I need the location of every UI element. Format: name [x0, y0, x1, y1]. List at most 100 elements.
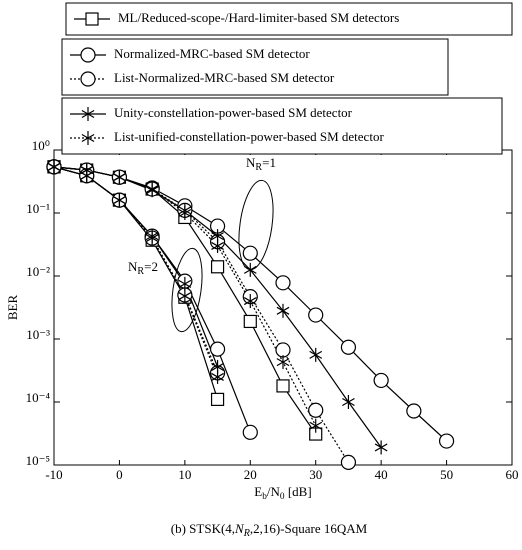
- marker-circle: [80, 47, 96, 63]
- text-part: R: [255, 162, 262, 173]
- asterisk-stroke: [309, 350, 323, 359]
- marker-circle: [340, 454, 357, 470]
- marker-asterisk: [178, 206, 192, 220]
- asterisk-stroke: [80, 171, 94, 180]
- asterisk-stroke: [81, 109, 95, 119]
- asterisk-stroke: [374, 443, 388, 452]
- series-line: [53, 166, 251, 433]
- text-part: /N: [267, 484, 281, 499]
- annotation: NR=2: [128, 259, 158, 277]
- text-part: =1: [262, 155, 276, 170]
- marker-asterisk: [374, 440, 388, 455]
- asterisk-stroke: [145, 185, 159, 194]
- x-tick-label: 10: [178, 467, 191, 482]
- annotation: NR=1: [246, 155, 276, 173]
- marker-asterisk: [309, 418, 323, 433]
- marker-circle: [406, 403, 422, 419]
- marker-circle: [373, 372, 389, 389]
- marker-circle: [242, 245, 258, 261]
- x-tick-label: 0: [116, 467, 123, 482]
- marker-asterisk: [145, 231, 159, 246]
- asterisk-stroke: [309, 421, 323, 430]
- marker-asterisk: [178, 276, 192, 291]
- asterisk-stroke: [276, 306, 290, 315]
- x-tick-label: 20: [244, 467, 257, 482]
- marker-circle: [308, 402, 324, 418]
- marker-asterisk: [342, 395, 355, 409]
- x-tick-label: 30: [309, 467, 322, 482]
- text-part: N: [246, 155, 256, 170]
- asterisk-stroke: [178, 292, 192, 301]
- y-tick-label: 10⁻²: [26, 264, 50, 279]
- marker-asterisk: [81, 107, 95, 121]
- legend-label: Unity-constellation-power-based SM detec…: [114, 105, 353, 120]
- text-part: (b) STSK(4,: [171, 521, 235, 536]
- marker-asterisk: [113, 193, 126, 208]
- marker-circle: [308, 307, 324, 323]
- marker-circle: [340, 339, 357, 355]
- legend-label: Normalized-MRC-based SM detector: [114, 46, 310, 61]
- x-tick-label: 60: [506, 467, 519, 482]
- x-axis-label: Eb/N0 [dB]: [254, 484, 311, 502]
- marker-asterisk: [47, 159, 61, 174]
- asterisk-stroke: [145, 234, 159, 243]
- marker-circle: [80, 71, 96, 87]
- marker-square: [210, 392, 225, 406]
- y-tick-label: 10⁻¹: [26, 201, 50, 216]
- asterisk-stroke: [113, 196, 126, 205]
- text-part: [dB]: [285, 484, 312, 499]
- marker-asterisk: [276, 355, 290, 370]
- marker-square: [85, 12, 99, 26]
- marker-asterisk: [81, 131, 95, 145]
- text-part: ,2,16)-Square 16QAM: [250, 521, 368, 536]
- legend-label: List-Normalized-MRC-based SM detector: [114, 70, 335, 85]
- asterisk-stroke: [81, 133, 95, 143]
- asterisk-stroke: [178, 208, 192, 218]
- text-part: N: [234, 521, 245, 536]
- marker-circle: [438, 433, 455, 449]
- annotation-ellipse: [171, 247, 203, 333]
- marker-asterisk: [145, 182, 159, 197]
- legend-box: [61, 38, 449, 96]
- marker-square: [243, 314, 257, 329]
- asterisk-stroke: [211, 372, 224, 381]
- asterisk-stroke: [211, 232, 224, 241]
- asterisk-stroke: [178, 279, 192, 288]
- marker-asterisk: [178, 289, 192, 304]
- marker-square: [210, 260, 225, 274]
- asterisk-stroke: [342, 397, 355, 407]
- marker-asterisk: [211, 369, 224, 384]
- y-tick-label: 10⁻⁵: [26, 453, 50, 468]
- annotation-ellipse: [238, 179, 274, 271]
- text-part: E: [254, 484, 262, 499]
- legend-label: ML/Reduced-scope-/Hard-limiter-based SM …: [118, 10, 399, 25]
- y-tick-label: 10⁰: [32, 138, 50, 153]
- marker-asterisk: [276, 303, 290, 318]
- marker-circle: [242, 424, 258, 440]
- marker-square: [276, 379, 290, 393]
- asterisk-stroke: [243, 297, 257, 306]
- marker-circle: [275, 342, 291, 358]
- text-part: 0: [280, 492, 285, 502]
- text-part: =2: [144, 259, 158, 274]
- marker-asterisk: [80, 168, 94, 183]
- marker-circle: [275, 275, 291, 291]
- marker-circle: [209, 341, 226, 357]
- text-part: R: [137, 266, 144, 277]
- marker-asterisk: [243, 294, 257, 309]
- asterisk-stroke: [47, 162, 61, 171]
- text-part: b: [262, 492, 267, 502]
- x-tick-label: -10: [45, 467, 62, 482]
- asterisk-stroke: [211, 241, 224, 250]
- x-tick-label: 40: [375, 467, 388, 482]
- caption: (b) STSK(4,NR,2,16)-Square 16QAM: [171, 521, 368, 539]
- legend-box: [61, 97, 503, 155]
- y-tick-label: 10⁻⁴: [26, 390, 51, 405]
- text-part: N: [128, 259, 138, 274]
- legend-box: [65, 2, 513, 36]
- marker-asterisk: [211, 238, 224, 253]
- asterisk-stroke: [276, 358, 290, 367]
- series-line: [53, 166, 219, 400]
- asterisk-stroke: [211, 362, 224, 371]
